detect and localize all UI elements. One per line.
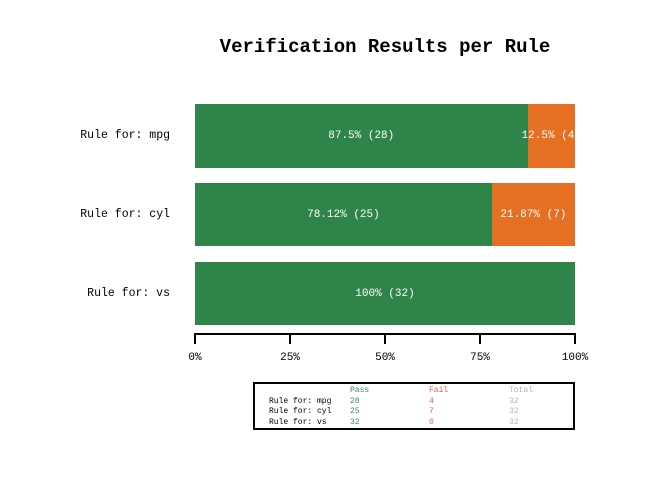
- x-axis-tick: [384, 333, 386, 344]
- summary-table-grid: Pass Fail Total Rule for: mpg 28 4 32 Ru…: [255, 384, 573, 428]
- table-cell-pass: 25: [350, 407, 360, 416]
- bar-value-label-fail: 21.87% (7): [500, 208, 567, 221]
- bar-value-label-pass: 100% (32): [355, 287, 415, 300]
- bar-segment-fail: 12.5% (4): [522, 104, 575, 168]
- table-cell-fail: 7: [429, 407, 434, 416]
- bar-track: 78.12% (25) 21.87% (7): [195, 183, 575, 246]
- table-cell-pass: 32: [350, 417, 360, 427]
- bar-segment-fail: 21.87% (7): [491, 183, 575, 246]
- table-cell-total: 32: [509, 396, 519, 406]
- table-cell-total: 32: [509, 407, 519, 416]
- table-header-fail: Fail: [429, 386, 449, 395]
- x-axis-tick: [479, 333, 481, 344]
- table-cell-fail: 4: [429, 396, 434, 406]
- category-label-cyl: Rule for: cyl: [80, 208, 170, 221]
- table-cell-pass: 28: [350, 396, 360, 406]
- bar-segment-pass: 78.12% (25): [195, 183, 492, 246]
- x-axis-tick-label: 100%: [561, 352, 589, 364]
- bar-value-label-pass: 78.12% (25): [307, 208, 380, 221]
- x-axis-tick-label: 50%: [375, 352, 395, 364]
- x-axis-tick-label: 75%: [470, 352, 490, 364]
- summary-table: Pass Fail Total Rule for: mpg 28 4 32 Ru…: [253, 382, 575, 430]
- table-header-empty: [269, 386, 350, 397]
- table-header-total: Total: [509, 386, 534, 395]
- category-label-vs: Rule for: vs: [87, 287, 170, 300]
- table-row-label: Rule for: cyl: [269, 407, 332, 416]
- bar-segment-pass: 87.5% (28): [195, 104, 528, 168]
- table-header-pass: Pass: [350, 386, 370, 395]
- bar-track: 87.5% (28) 12.5% (4): [195, 104, 575, 168]
- category-label-mpg: Rule for: mpg: [80, 129, 170, 142]
- bar-value-label-pass: 87.5% (28): [328, 130, 395, 142]
- x-axis-tick-label: 0%: [188, 352, 202, 364]
- bar-track: 100% (32): [195, 262, 575, 325]
- chart-title: Verification Results per Rule: [219, 36, 551, 58]
- x-axis-tick: [574, 333, 576, 344]
- x-axis-tick: [289, 333, 291, 344]
- table-cell-fail: 0: [429, 417, 434, 427]
- table-row-label: Rule for: vs: [269, 417, 327, 427]
- x-axis-tick-label: 25%: [280, 352, 300, 364]
- bar-segment-pass: 100% (32): [195, 262, 575, 325]
- table-row-label: Rule for: mpg: [269, 396, 332, 406]
- bar-value-label-fail: 12.5% (4): [521, 130, 575, 142]
- x-axis-tick: [194, 333, 196, 344]
- table-cell-total: 32: [509, 417, 519, 427]
